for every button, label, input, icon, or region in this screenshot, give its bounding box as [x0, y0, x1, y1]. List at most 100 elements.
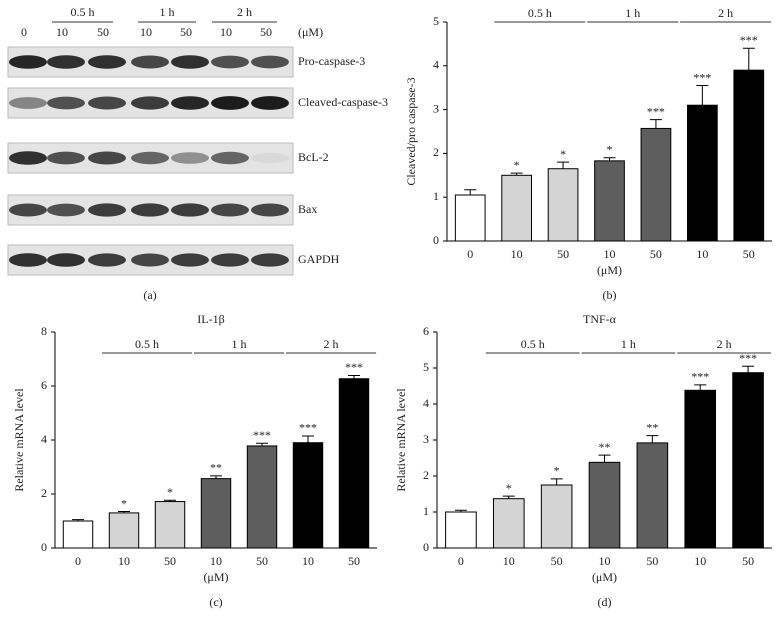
significance-label: **: [599, 440, 611, 454]
band: [211, 253, 249, 267]
y-tick-label: 0: [41, 540, 47, 554]
band: [47, 55, 85, 69]
band: [88, 253, 126, 267]
band: [47, 151, 85, 165]
x-tick-label: 0: [458, 554, 464, 568]
lane-label: 50: [97, 25, 109, 39]
chart-title: IL-1β: [197, 312, 224, 326]
x-tick-label: 50: [742, 554, 754, 568]
significance-label: ***: [739, 351, 757, 365]
bar: [588, 461, 621, 549]
y-tick-label: 8: [41, 324, 47, 338]
band: [171, 253, 209, 267]
band: [251, 203, 289, 217]
significance-label: ***: [253, 428, 271, 442]
error-bar: [72, 519, 84, 521]
significance-label: **: [646, 420, 658, 434]
significance-label: ***: [647, 104, 665, 118]
band: [88, 96, 126, 110]
lane-label: 10: [56, 25, 68, 39]
significance-label: *: [506, 481, 512, 495]
band: [211, 203, 249, 217]
error-bar: [210, 475, 222, 479]
error-bar: [649, 119, 662, 129]
time-label: 2 h: [237, 5, 252, 19]
y-tick-label: 4: [433, 58, 439, 72]
error-bar: [502, 495, 515, 499]
x-tick-label: 10: [210, 554, 222, 568]
x-tick-label: 0: [467, 247, 473, 261]
significance-label: *: [560, 147, 566, 161]
time-label: 0.5 h: [71, 5, 95, 19]
y-axis-label: Relative mRNA level: [12, 388, 26, 492]
x-tick-label: 50: [164, 554, 176, 568]
error-bar: [696, 85, 709, 106]
panel-label: (c): [209, 595, 222, 609]
band: [131, 151, 169, 165]
band: [131, 96, 169, 110]
error-bar: [603, 157, 616, 161]
y-tick-label: 0: [423, 540, 429, 554]
error-bar: [550, 478, 563, 485]
error-bar: [646, 435, 659, 443]
x-tick-label: 10: [302, 554, 314, 568]
band: [251, 253, 289, 267]
x-tick-label: 50: [650, 247, 662, 261]
band: [9, 151, 47, 165]
bar: [547, 168, 579, 242]
bar: [733, 69, 765, 242]
band: [211, 96, 249, 110]
bar: [492, 498, 525, 549]
group-label: 2 h: [717, 337, 732, 351]
significance-label: ***: [345, 360, 363, 374]
y-tick-label: 2: [41, 486, 47, 500]
x-tick-label: 10: [511, 247, 523, 261]
bar: [292, 442, 324, 549]
bar: [62, 520, 94, 549]
error-bar: [598, 454, 611, 463]
lane-label: 50: [180, 25, 192, 39]
row-label: Cleaved-caspase-3: [298, 95, 388, 109]
y-tick-label: 2: [423, 468, 429, 482]
x-tick-label: 0: [75, 554, 81, 568]
bar: [445, 511, 477, 549]
error-bar: [118, 511, 130, 513]
significance-label: *: [167, 485, 173, 499]
x-tick-label: 50: [256, 554, 268, 568]
y-axis-label: Cleaved/pro caspase-3: [404, 77, 418, 185]
unit-label: (μM): [298, 25, 323, 39]
x-tick-label: 10: [503, 554, 515, 568]
band: [88, 203, 126, 217]
band: [9, 203, 47, 217]
significance-label: *: [514, 158, 520, 172]
significance-label: **: [210, 461, 222, 475]
band: [9, 253, 47, 267]
significance-label: ***: [693, 70, 711, 84]
y-tick-label: 4: [41, 432, 47, 446]
band: [131, 203, 169, 217]
y-tick-label: 1: [423, 504, 429, 518]
bar: [594, 160, 625, 242]
x-tick-label: 50: [646, 554, 658, 568]
group-label: 2 h: [324, 337, 339, 351]
error-bar: [454, 509, 467, 512]
chart-title: TNF-α: [583, 312, 617, 326]
band: [47, 203, 85, 217]
error-bar: [742, 47, 755, 71]
band: [171, 96, 209, 110]
x-tick-label: 10: [604, 247, 616, 261]
band: [47, 253, 85, 267]
bar: [732, 372, 764, 549]
band: [251, 55, 289, 69]
row-label: Bax: [298, 202, 317, 216]
y-tick-label: 1: [433, 189, 439, 203]
band: [88, 151, 126, 165]
band: [211, 151, 249, 165]
band: [171, 152, 209, 164]
band: [131, 253, 169, 267]
lane-label: 50: [260, 25, 272, 39]
error-bar: [557, 161, 570, 169]
band: [9, 97, 47, 109]
band: [171, 203, 209, 217]
x-tick-label: 10: [696, 247, 708, 261]
